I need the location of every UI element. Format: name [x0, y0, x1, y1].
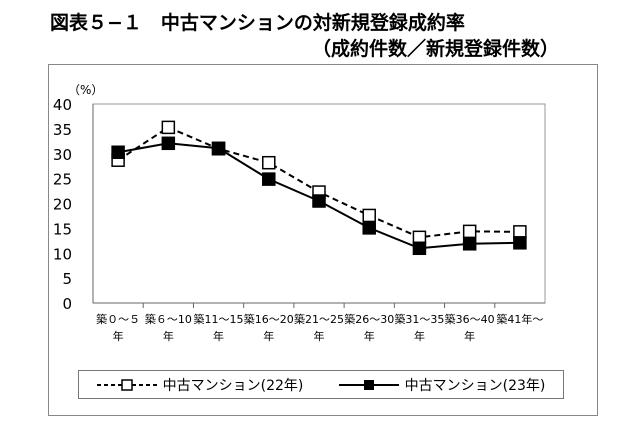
- legend-label: 中古マンション(22年): [162, 377, 304, 394]
- data-point: [312, 194, 326, 208]
- data-point: [513, 236, 527, 250]
- data-point: [262, 155, 276, 170]
- x-tick-label: 築31～35: [394, 312, 444, 326]
- x-tick-label: 築21～25: [294, 312, 344, 326]
- x-tick-label: 年: [163, 329, 174, 343]
- legend-label: 中古マンション(23年): [404, 377, 546, 394]
- chart-title: 図表５−１ 中古マンションの対新規登録成約率: [50, 12, 465, 34]
- legend-item-23: 中古マンション(23年): [338, 375, 546, 395]
- x-tick-label: 年: [364, 329, 375, 343]
- data-point: [211, 141, 226, 156]
- x-tick-label: 築36～40: [445, 312, 495, 326]
- data-point: [111, 145, 125, 160]
- chart-subtitle: （成約件数／新規登録件数）: [312, 38, 560, 60]
- x-tick-label: 年: [464, 329, 475, 343]
- x-tick-label: 年: [314, 329, 325, 343]
- x-tick-label: 年: [263, 329, 274, 343]
- x-tick-label: 築16～20: [244, 312, 294, 326]
- x-tick-label: 年: [113, 329, 124, 343]
- data-point: [412, 241, 427, 256]
- x-tick-label: 年: [414, 329, 425, 343]
- y-tick-label: 25: [53, 171, 72, 189]
- x-tick-label: 築６～10: [145, 312, 192, 326]
- data-point: [462, 237, 477, 251]
- data-point: [362, 221, 376, 235]
- data-point: [262, 172, 276, 186]
- y-axis-label: （%）: [68, 83, 103, 97]
- y-tick-label: 10: [53, 245, 72, 263]
- y-tick-label: 35: [53, 121, 72, 139]
- y-tick-label: 0: [62, 295, 72, 313]
- x-tick-label: 築41年～: [496, 312, 543, 326]
- x-tick-label: 築０～５: [96, 312, 140, 326]
- y-tick-label: 20: [53, 196, 72, 214]
- legend-item-22: 中古マンション(22年): [96, 375, 304, 395]
- x-tick-label: 年: [213, 329, 224, 343]
- chart-frame: [48, 64, 598, 416]
- legend-swatch-solid-filled-square-icon: [338, 379, 399, 390]
- legend-swatch-dashed-open-square-icon: [96, 378, 157, 391]
- y-tick-label: 30: [53, 146, 72, 164]
- x-tick-label: 築11～15: [194, 312, 244, 326]
- data-point: [161, 120, 176, 135]
- y-tick-label: 15: [53, 220, 72, 238]
- data-point: [161, 136, 176, 151]
- y-tick-label: 40: [53, 96, 72, 114]
- x-tick-label: 築26～30: [344, 312, 394, 326]
- data-point: [362, 208, 376, 223]
- y-tick-label: 5: [62, 270, 72, 288]
- data-point: [462, 224, 477, 239]
- legend: 中古マンション(22年) 中古マンション(23年): [78, 370, 564, 399]
